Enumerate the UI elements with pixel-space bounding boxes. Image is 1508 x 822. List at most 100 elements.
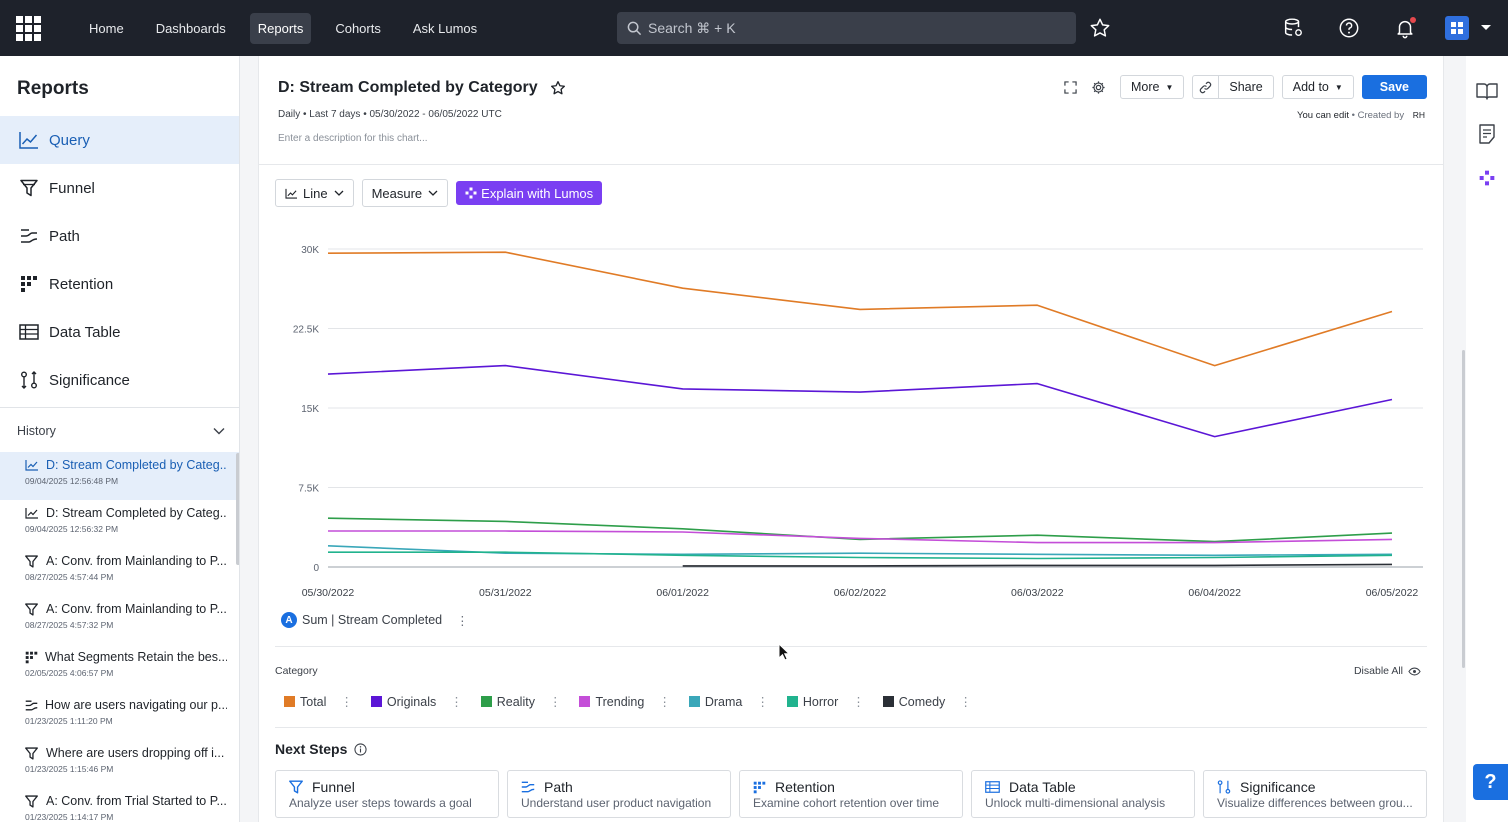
- measure-select[interactable]: Measure: [361, 179, 449, 207]
- chevron-down-icon[interactable]: [1474, 16, 1498, 40]
- description-input[interactable]: Enter a description for this chart...: [278, 133, 428, 144]
- link-icon[interactable]: [1193, 76, 1220, 98]
- kebab-menu-icon[interactable]: ⋮: [756, 695, 769, 709]
- funnel-icon: [25, 602, 39, 616]
- history-item[interactable]: D: Stream Completed by Categ... 09/04/20…: [0, 500, 239, 548]
- help-button[interactable]: ?: [1473, 764, 1508, 800]
- fullscreen-icon[interactable]: [1057, 75, 1083, 99]
- apps-grid-icon[interactable]: [0, 0, 56, 56]
- history-item-date: 08/27/2025 4:57:32 PM: [25, 620, 114, 630]
- sidebar-item-retention[interactable]: Retention: [0, 260, 239, 308]
- nav-ask-lumos[interactable]: Ask Lumos: [412, 20, 478, 36]
- x-tick-label: 06/05/2022: [1366, 587, 1419, 599]
- favorite-star-icon[interactable]: [1088, 16, 1112, 40]
- next-step-funnel[interactable]: Funnel Analyze user steps towards a goal: [275, 770, 499, 818]
- chart-type-select[interactable]: Line: [275, 179, 354, 207]
- nav-home[interactable]: Home: [89, 20, 124, 36]
- next-steps-cards: Funnel Analyze user steps towards a goal…: [275, 770, 1427, 818]
- favorite-star-icon[interactable]: [550, 80, 566, 96]
- kebab-menu-icon[interactable]: ⋮: [658, 695, 671, 709]
- legend-item-trending[interactable]: Trending ⋮: [579, 694, 671, 709]
- section-divider: [275, 646, 1427, 647]
- legend-item-reality[interactable]: Reality ⋮: [480, 694, 562, 709]
- history-item[interactable]: What Segments Retain the bes... 02/05/20…: [0, 644, 239, 692]
- explain-with-lumos-button[interactable]: Explain with Lumos: [456, 181, 603, 205]
- legend-item-comedy[interactable]: Comedy ⋮: [882, 694, 972, 709]
- line-chart[interactable]: 0 7.5K 15K 22.5K 30K 05/30/2022 05/31/2022 06/0…: [259, 226, 1445, 606]
- chevron-down-icon[interactable]: [213, 427, 225, 435]
- history-item[interactable]: A: Conv. from Mainlanding to P... 08/27/…: [0, 548, 239, 596]
- history-item[interactable]: How are users navigating our p... 01/23/…: [0, 692, 239, 740]
- legend-item-drama[interactable]: Drama ⋮: [688, 694, 769, 709]
- next-step-significance[interactable]: Significance Visualize differences betwe…: [1203, 770, 1427, 818]
- next-step-desc: Examine cohort retention over time: [753, 796, 940, 810]
- share-button[interactable]: Share: [1229, 80, 1263, 94]
- chart-type-label: Line: [303, 185, 328, 201]
- help-icon[interactable]: [1337, 16, 1361, 40]
- legend-label: Reality: [496, 694, 535, 709]
- add-to-button[interactable]: Add to ▼: [1281, 75, 1354, 99]
- history-item-title: How are users navigating our p...: [45, 698, 227, 712]
- disable-all-button[interactable]: Disable All: [1354, 665, 1421, 677]
- sidebar-item-path[interactable]: Path: [0, 212, 239, 260]
- x-tick-label: 05/30/2022: [302, 587, 355, 599]
- save-button[interactable]: Save: [1361, 75, 1427, 99]
- data-settings-icon[interactable]: [1281, 16, 1305, 40]
- kebab-menu-icon[interactable]: ⋮: [852, 695, 865, 709]
- section-divider: [275, 727, 1427, 728]
- sidebar-scrollbar[interactable]: [236, 453, 239, 565]
- next-step-title: Significance: [1240, 779, 1316, 795]
- kebab-menu-icon[interactable]: ⋮: [450, 695, 463, 709]
- series-line-reality: [327, 517, 1393, 543]
- legend-swatch: [688, 696, 700, 707]
- history-item-date: 08/27/2025 4:57:44 PM: [25, 572, 114, 582]
- notifications-bell-icon[interactable]: [1393, 16, 1417, 40]
- main-scrollbar[interactable]: [1462, 350, 1465, 668]
- x-tick-label: 06/02/2022: [834, 587, 887, 599]
- legend-label: Total: [300, 694, 327, 709]
- info-icon[interactable]: [354, 742, 367, 756]
- sidebar-item-data-table[interactable]: Data Table: [0, 308, 239, 356]
- sidebar-item-query[interactable]: Query: [0, 116, 239, 164]
- sidebar-item-funnel[interactable]: Funnel: [0, 164, 239, 212]
- notes-icon[interactable]: [1476, 123, 1498, 145]
- nav-dashboards[interactable]: Dashboards: [155, 20, 226, 36]
- next-step-retention[interactable]: Retention Examine cohort retention over …: [739, 770, 963, 818]
- book-icon[interactable]: [1476, 80, 1498, 102]
- search-input[interactable]: Search ⌘ + K: [617, 12, 1076, 44]
- next-step-data-table[interactable]: Data Table Unlock multi-dimensional anal…: [971, 770, 1195, 818]
- history-item[interactable]: A: Conv. from Mainlanding to P... 08/27/…: [0, 596, 239, 644]
- kebab-menu-icon[interactable]: ⋮: [959, 695, 972, 709]
- legend-item-originals[interactable]: Originals ⋮: [370, 694, 463, 709]
- next-step-title: Data Table: [1009, 779, 1076, 795]
- legend-item-horror[interactable]: Horror ⋮: [786, 694, 865, 709]
- history-item-title: What Segments Retain the bes...: [45, 650, 227, 664]
- sidebar-item-significance[interactable]: Significance: [0, 356, 239, 404]
- org-switcher-avatar[interactable]: [1445, 16, 1469, 40]
- creator-initials[interactable]: RH: [1412, 110, 1425, 120]
- retention-icon: [25, 651, 38, 664]
- report-title[interactable]: D: Stream Completed by Category: [278, 79, 538, 96]
- history-item-title: A: Conv. from Mainlanding to P...: [46, 602, 227, 616]
- history-item[interactable]: A: Conv. from Trial Started to P... 01/2…: [0, 788, 239, 822]
- history-item-date: 01/23/2025 1:15:46 PM: [25, 764, 114, 774]
- more-button[interactable]: More ▼: [1119, 75, 1185, 99]
- legend-swatch: [882, 696, 894, 707]
- kebab-menu-icon[interactable]: ⋮: [548, 695, 562, 709]
- lumos-icon[interactable]: [1476, 167, 1498, 189]
- funnel-icon: [25, 794, 39, 808]
- nav-reports[interactable]: Reports: [249, 12, 312, 44]
- kebab-menu-icon[interactable]: ⋮: [456, 613, 469, 628]
- kebab-menu-icon[interactable]: ⋮: [340, 695, 353, 709]
- gear-icon[interactable]: [1084, 75, 1112, 99]
- history-item[interactable]: D: Stream Completed by Categ... 09/04/20…: [0, 452, 239, 500]
- history-header[interactable]: History: [0, 408, 239, 452]
- metric-label[interactable]: Sum | Stream Completed: [302, 613, 443, 627]
- report-date-range[interactable]: Daily • Last 7 days • 05/30/2022 - 06/05…: [278, 109, 502, 120]
- next-step-path[interactable]: Path Understand user product navigation: [507, 770, 731, 818]
- next-step-desc: Unlock multi-dimensional analysis: [985, 796, 1166, 810]
- nav-cohorts[interactable]: Cohorts: [335, 20, 381, 36]
- legend-item-total[interactable]: Total ⋮: [284, 694, 353, 709]
- legend-swatch: [786, 696, 798, 707]
- history-item[interactable]: Where are users dropping off i... 01/23/…: [0, 740, 239, 788]
